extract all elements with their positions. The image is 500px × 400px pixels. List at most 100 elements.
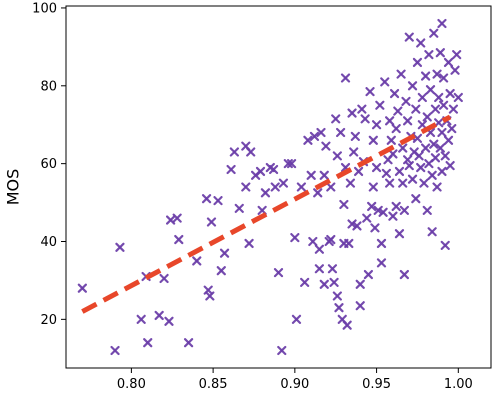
data-point bbox=[273, 268, 284, 278]
data-point bbox=[411, 104, 421, 114]
data-point bbox=[440, 240, 450, 250]
data-point bbox=[393, 106, 403, 116]
data-point bbox=[353, 166, 364, 177]
data-point bbox=[345, 178, 356, 188]
data-point bbox=[347, 219, 357, 229]
x-tick-label: 0.95 bbox=[362, 377, 391, 392]
data-point bbox=[278, 178, 289, 188]
data-point bbox=[432, 182, 442, 192]
data-point bbox=[365, 87, 375, 97]
y-tick-label: 100 bbox=[32, 1, 57, 16]
data-point bbox=[192, 256, 202, 266]
data-point bbox=[331, 114, 341, 124]
data-point bbox=[437, 166, 447, 177]
data-point bbox=[172, 213, 182, 223]
data-point bbox=[430, 153, 441, 163]
data-point bbox=[438, 73, 449, 83]
data-point bbox=[412, 133, 423, 143]
y-tick-label: 20 bbox=[40, 313, 57, 328]
data-point bbox=[355, 301, 365, 311]
data-point bbox=[368, 182, 378, 192]
data-point bbox=[332, 291, 342, 301]
data-point bbox=[404, 32, 414, 42]
data-point bbox=[371, 162, 382, 173]
data-point bbox=[438, 100, 449, 110]
data-point bbox=[394, 166, 405, 177]
data-point bbox=[226, 164, 236, 175]
data-point bbox=[432, 69, 442, 79]
x-tick-label: 0.85 bbox=[199, 377, 228, 392]
data-point bbox=[376, 258, 387, 268]
data-point bbox=[440, 151, 450, 161]
y-tick-label: 80 bbox=[40, 79, 57, 94]
data-point bbox=[164, 316, 174, 326]
data-point bbox=[326, 182, 336, 192]
data-point bbox=[419, 178, 429, 188]
data-point bbox=[452, 50, 462, 60]
data-point bbox=[381, 168, 391, 178]
data-point bbox=[357, 104, 367, 114]
data-point bbox=[115, 242, 125, 252]
data-point bbox=[386, 135, 396, 145]
data-point bbox=[314, 244, 324, 254]
data-point bbox=[143, 338, 153, 348]
data-point bbox=[422, 112, 432, 122]
data-point bbox=[447, 124, 457, 134]
data-point bbox=[352, 221, 362, 231]
data-point bbox=[425, 85, 436, 95]
data-point bbox=[355, 279, 365, 289]
data-point bbox=[443, 57, 454, 68]
data-point bbox=[421, 143, 431, 153]
data-point bbox=[340, 73, 351, 83]
data-point bbox=[350, 131, 360, 141]
data-point bbox=[309, 131, 320, 141]
data-point bbox=[453, 92, 463, 103]
data-point bbox=[434, 118, 444, 128]
data-point bbox=[290, 233, 300, 243]
data-point bbox=[201, 194, 212, 204]
data-point bbox=[234, 203, 244, 214]
data-point bbox=[430, 104, 441, 114]
data-point bbox=[300, 277, 310, 287]
data-point bbox=[445, 160, 455, 171]
x-tick-label: 1.00 bbox=[444, 377, 473, 392]
data-point bbox=[416, 162, 426, 173]
data-point bbox=[303, 135, 313, 145]
data-point bbox=[216, 266, 226, 276]
data-point bbox=[326, 234, 336, 245]
data-point bbox=[363, 269, 374, 280]
data-point bbox=[270, 182, 280, 192]
data-point bbox=[291, 314, 302, 324]
data-point bbox=[388, 149, 398, 159]
data-point bbox=[342, 320, 352, 330]
data-point bbox=[376, 238, 387, 249]
data-point bbox=[373, 205, 383, 215]
data-point bbox=[367, 201, 377, 212]
data-point bbox=[260, 188, 271, 198]
data-point bbox=[435, 143, 445, 153]
data-point bbox=[391, 201, 401, 212]
data-point bbox=[429, 28, 439, 38]
data-point bbox=[110, 345, 120, 356]
data-point bbox=[422, 205, 432, 215]
data-point bbox=[435, 48, 445, 58]
data-point bbox=[316, 127, 326, 138]
data-point bbox=[445, 88, 455, 99]
x-axis: 0.80 0.85 0.90 0.95 1.00 bbox=[117, 368, 473, 392]
data-point bbox=[443, 135, 454, 145]
data-point bbox=[321, 141, 331, 151]
x-tick-label: 0.80 bbox=[117, 377, 146, 392]
data-point bbox=[385, 116, 395, 126]
data-point bbox=[394, 229, 405, 239]
data-point bbox=[296, 182, 306, 192]
data-point bbox=[327, 264, 338, 274]
data-point bbox=[380, 77, 390, 87]
y-tick-label: 40 bbox=[40, 235, 57, 250]
data-point bbox=[407, 81, 418, 91]
data-point bbox=[244, 238, 254, 249]
data-point bbox=[437, 127, 447, 138]
data-point bbox=[416, 38, 426, 48]
data-point bbox=[404, 160, 414, 171]
data-point bbox=[378, 207, 388, 217]
